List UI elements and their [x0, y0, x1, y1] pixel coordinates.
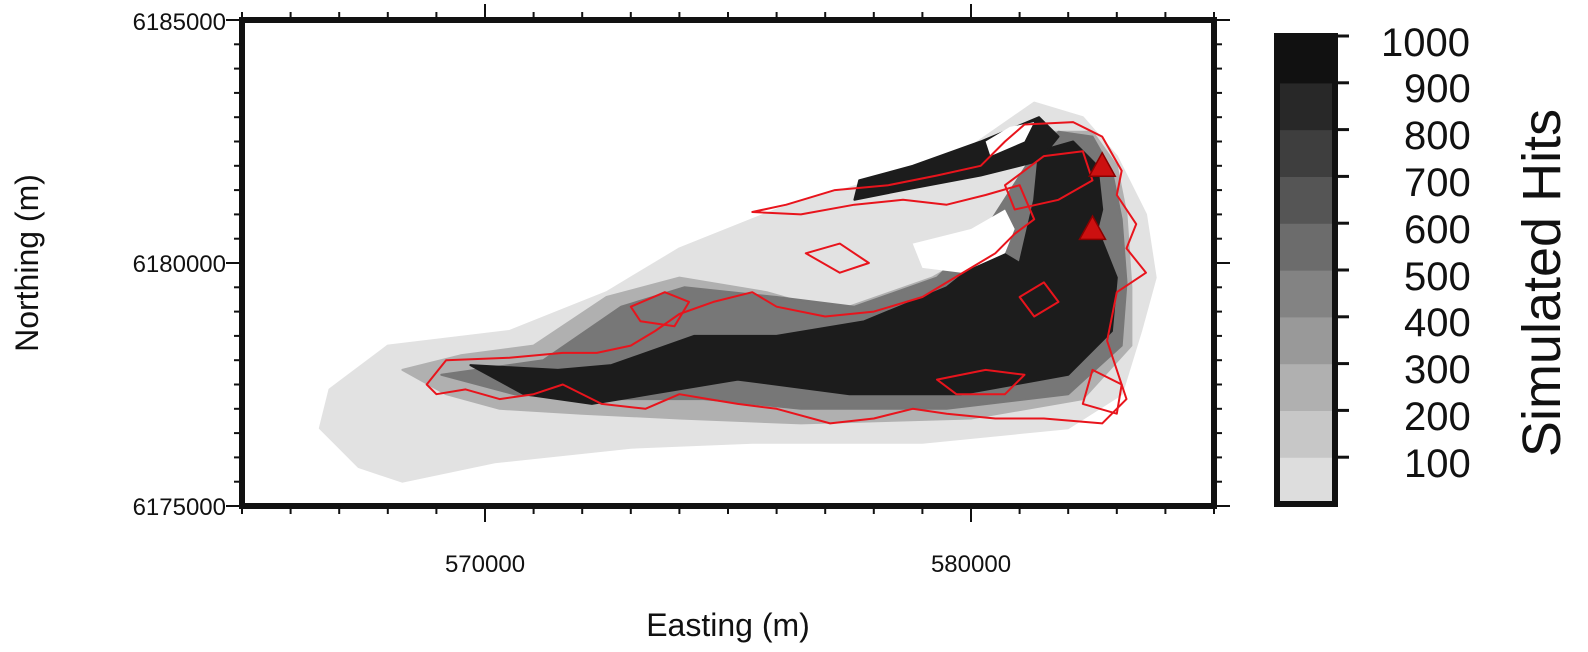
colorbar-label-800: 800 — [1404, 114, 1471, 158]
colorbar-swatch-600 — [1277, 223, 1335, 271]
colorbar-label-100: 100 — [1404, 442, 1471, 486]
colorbar-swatch-700 — [1277, 176, 1335, 224]
flow-outline-6 — [1081, 368, 1123, 415]
y-axis-title: Northing (m) — [9, 174, 45, 352]
colorbar-title: Simulated Hits — [1512, 109, 1572, 457]
flow-outline-2 — [629, 291, 691, 328]
x-tick-label-580000: 580000 — [931, 551, 1011, 578]
colorbar-label-1000: 1000 — [1381, 21, 1470, 65]
colorbar-swatch-200 — [1277, 410, 1335, 458]
colorbar-label-300: 300 — [1404, 348, 1471, 392]
axis-ticks — [226, 4, 1230, 522]
colorbar-swatch-800 — [1277, 129, 1335, 177]
colorbar-frame — [1274, 33, 1338, 507]
colorbar-swatch-900 — [1277, 82, 1335, 131]
flow-outline-7 — [1018, 281, 1060, 318]
x-tick-label-570000: 570000 — [445, 551, 525, 578]
colorbar-label-400: 400 — [1404, 301, 1471, 345]
flow-outline-4 — [804, 242, 870, 274]
colorbar-swatch-1000 — [1277, 36, 1335, 84]
colorbar-label-500: 500 — [1404, 255, 1471, 299]
vent-marker-2 — [1078, 214, 1107, 241]
x-axis-title: Easting (m) — [646, 607, 810, 643]
vent-markers — [1078, 151, 1117, 241]
colorbar-label-200: 200 — [1404, 395, 1471, 439]
colorbar-swatch-300 — [1277, 363, 1335, 411]
colorbar-label-900: 900 — [1404, 67, 1471, 111]
flow-outline-5 — [936, 368, 1026, 396]
mapped-flow-outline — [425, 121, 1147, 425]
y-tick-label-6185000: 6185000 — [133, 9, 226, 36]
colorbar-label-600: 600 — [1404, 208, 1471, 252]
colorbar-swatch-500 — [1277, 270, 1335, 318]
colorbar-swatch-100 — [1277, 457, 1335, 505]
flow-outline-3 — [1004, 150, 1094, 211]
colorbar — [1277, 34, 1349, 505]
y-tick-label-6175000: 6175000 — [133, 494, 226, 521]
vent-marker-1 — [1087, 151, 1117, 177]
colorbar-label-700: 700 — [1404, 161, 1471, 205]
flow-outline-1 — [425, 121, 1147, 425]
y-tick-label-6180000: 6180000 — [133, 251, 226, 278]
colorbar-swatch-400 — [1277, 316, 1335, 365]
